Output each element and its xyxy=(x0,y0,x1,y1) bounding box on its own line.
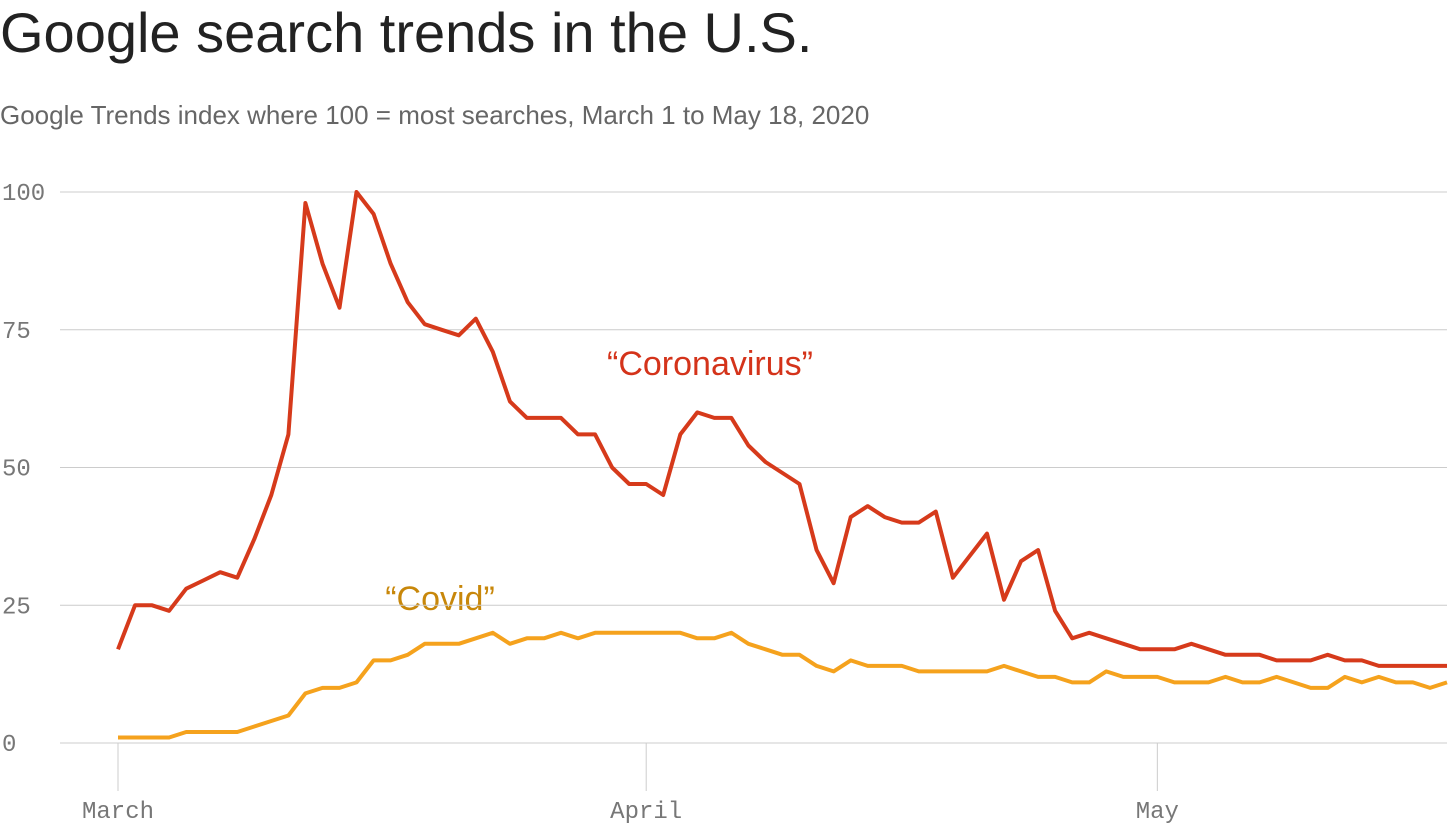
chart-subtitle: Google Trends index where 100 = most sea… xyxy=(0,100,869,130)
x-tick-label: May xyxy=(1136,799,1179,825)
y-tick-label: 50 xyxy=(2,457,31,484)
x-tick-label: March xyxy=(82,799,154,825)
x-tick-label: April xyxy=(610,799,682,825)
series-label: “Covid” xyxy=(385,580,495,618)
series-line xyxy=(116,190,1447,668)
y-tick-label: 25 xyxy=(2,594,31,621)
series-label: “Coronavirus” xyxy=(607,345,813,383)
chart-title: Google search trends in the U.S. xyxy=(0,1,812,64)
series-line xyxy=(118,630,1448,740)
y-tick-label: 75 xyxy=(2,319,31,346)
y-tick-label: 0 xyxy=(2,732,16,759)
y-tick-label: 100 xyxy=(2,181,45,208)
